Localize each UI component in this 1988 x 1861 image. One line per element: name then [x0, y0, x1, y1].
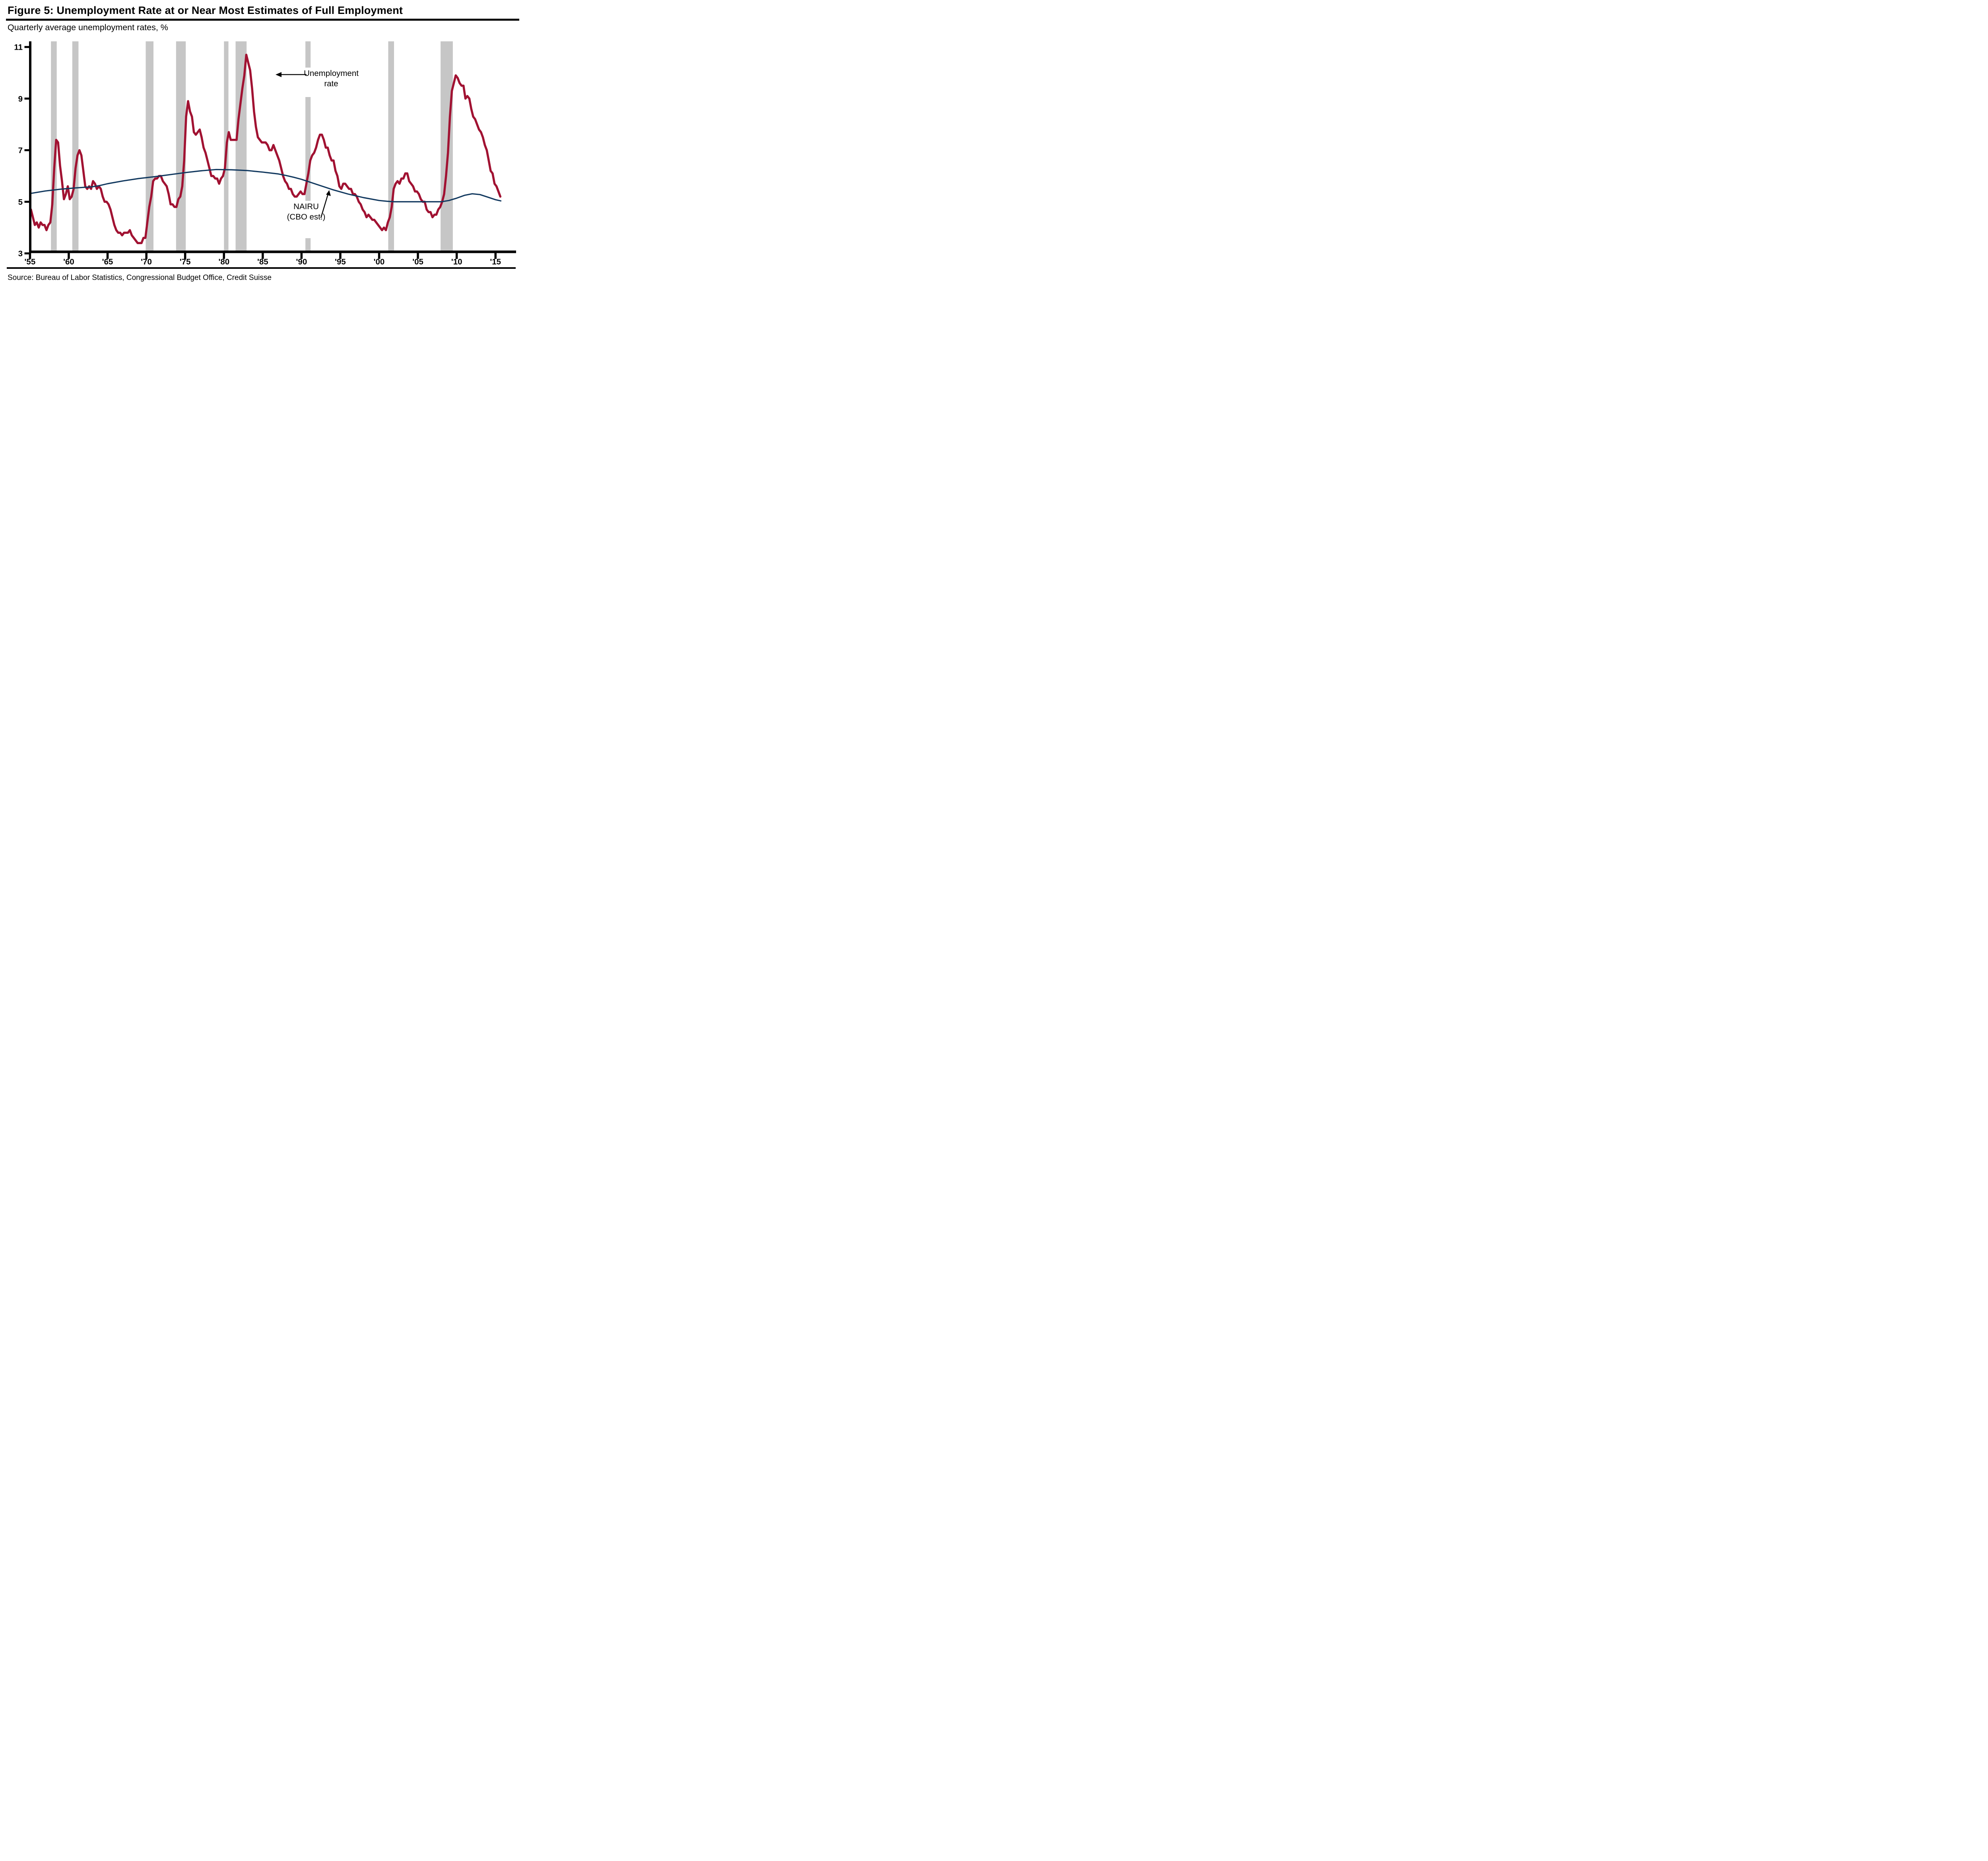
x-axis-tick-label: '05 — [412, 257, 423, 266]
x-axis-tick — [29, 253, 31, 259]
y-axis-tick-label: 5 — [18, 198, 23, 207]
y-axis-tick — [24, 149, 29, 152]
unemployment-rate-label: Unemployment rate — [291, 68, 371, 97]
x-axis-tick — [223, 253, 225, 259]
x-axis-tick-label: '00 — [374, 257, 385, 266]
figure-title: Figure 5: Unemployment Rate at or Near M… — [8, 4, 403, 16]
page: { "header": { "title": "Figure 5: Unempl… — [0, 0, 615, 385]
unemployment-rate-label-line1: Unemployment — [304, 69, 359, 78]
x-axis-tick — [262, 253, 264, 259]
chart-canvas: 11 9 7 5 3'55 '60 '65 '70 '75 '80 '85 '90 '95 '00 '05 '… — [14, 41, 516, 266]
x-axis-tick-label: '65 — [102, 257, 113, 266]
y-axis-tick-label: 11 — [14, 43, 23, 52]
nairu-line — [30, 169, 502, 202]
y-axis-tick — [24, 200, 29, 203]
y-axis-line — [29, 41, 31, 253]
x-axis-tick — [494, 253, 497, 259]
x-axis-tick — [68, 253, 70, 259]
x-axis-tick-label: '80 — [218, 257, 229, 266]
unemployment-line — [30, 53, 502, 244]
y-axis-tick-label: 9 — [18, 94, 23, 103]
x-axis-tick — [145, 253, 148, 259]
x-axis-tick — [378, 253, 381, 259]
x-axis-tick-label: '90 — [296, 257, 307, 266]
nairu-label: NAIRU (CBO est.) — [274, 201, 338, 238]
x-axis-tick-label: '75 — [180, 257, 191, 266]
source-note: Source: Bureau of Labor Statistics, Cong… — [8, 274, 272, 282]
title-divider-rule — [6, 19, 519, 21]
x-axis-tick-label: '55 — [25, 257, 36, 266]
y-axis-tick — [24, 252, 29, 254]
unemployment-rate-label-line2: rate — [324, 79, 338, 88]
x-axis-tick — [455, 253, 458, 259]
y-axis-tick — [24, 97, 29, 100]
y-axis-tick-label: 3 — [18, 249, 23, 258]
x-axis-tick-label: '10 — [451, 257, 462, 266]
nairu-label-line2: (CBO est.) — [287, 212, 326, 221]
x-axis-tick-label: '95 — [335, 257, 346, 266]
recession-band — [72, 41, 79, 251]
y-axis-tick-label: 7 — [18, 146, 23, 155]
x-axis-tick — [417, 253, 419, 259]
nairu-label-line1: NAIRU — [293, 202, 319, 211]
x-axis-tick-label: '70 — [141, 257, 152, 266]
x-axis-tick — [300, 253, 303, 259]
figure-subtitle: Quarterly average unemployment rates, % — [8, 23, 168, 32]
recession-band — [441, 41, 453, 251]
x-axis-tick-label: '15 — [490, 257, 501, 266]
x-axis-tick-label: '60 — [63, 257, 74, 266]
x-axis-tick-label: '85 — [257, 257, 268, 266]
x-axis-line — [29, 251, 516, 253]
x-axis-tick — [184, 253, 186, 259]
x-axis-tick — [339, 253, 342, 259]
x-axis-tick — [106, 253, 109, 259]
footer-divider-rule — [7, 267, 516, 269]
y-axis-tick — [24, 46, 29, 48]
